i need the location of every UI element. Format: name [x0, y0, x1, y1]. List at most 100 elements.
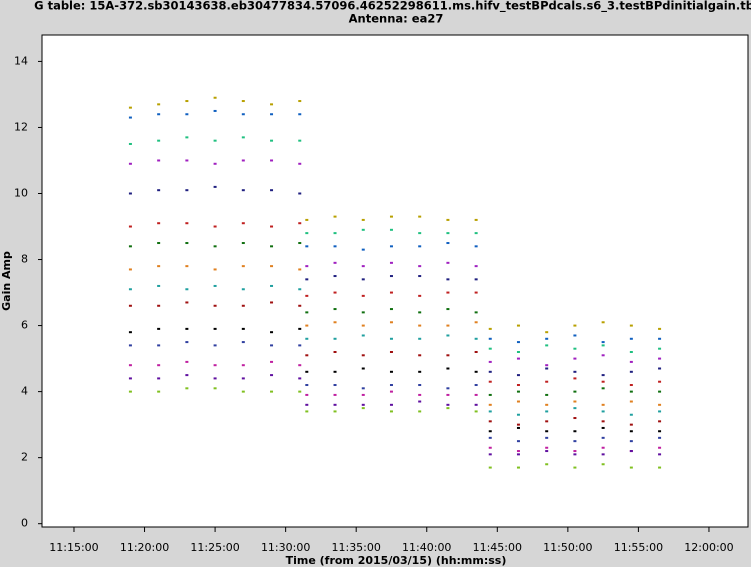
- data-point: [361, 334, 365, 337]
- x-tick-label: 11:50:00: [543, 541, 592, 554]
- data-point: [545, 403, 549, 406]
- data-point: [573, 453, 577, 456]
- data-point: [601, 453, 605, 456]
- data-point: [601, 354, 605, 357]
- data-point: [389, 370, 393, 373]
- data-point: [629, 384, 633, 387]
- data-point: [658, 403, 662, 406]
- data-point: [213, 304, 217, 307]
- data-point: [361, 294, 365, 297]
- data-point: [474, 321, 478, 324]
- data-point: [545, 393, 549, 396]
- data-point: [573, 357, 577, 360]
- data-point: [241, 136, 245, 139]
- data-point: [333, 370, 337, 373]
- data-point: [488, 430, 492, 433]
- data-point: [601, 341, 605, 344]
- data-point: [128, 377, 132, 380]
- data-point: [128, 268, 132, 271]
- data-point: [474, 291, 478, 294]
- data-point: [446, 232, 450, 235]
- data-point: [298, 162, 302, 165]
- data-point: [601, 426, 605, 429]
- data-point: [446, 324, 450, 327]
- data-point: [488, 380, 492, 383]
- data-point: [629, 337, 633, 340]
- data-point: [333, 261, 337, 264]
- y-tick-label: 2: [21, 451, 28, 464]
- data-point: [128, 364, 132, 367]
- data-point: [157, 364, 161, 367]
- data-point: [241, 377, 245, 380]
- data-point: [389, 228, 393, 231]
- data-point: [474, 384, 478, 387]
- data-point: [298, 113, 302, 116]
- data-point: [389, 390, 393, 393]
- data-point: [418, 370, 422, 373]
- data-point: [241, 327, 245, 330]
- data-point: [545, 436, 549, 439]
- data-point: [241, 242, 245, 245]
- data-point: [418, 393, 422, 396]
- data-point: [389, 308, 393, 311]
- plot-area: [41, 34, 749, 528]
- x-tick-label: 11:45:00: [473, 541, 522, 554]
- data-point: [185, 242, 189, 245]
- data-point: [545, 331, 549, 334]
- data-point: [601, 344, 605, 347]
- data-point: [185, 222, 189, 225]
- data-point: [446, 403, 450, 406]
- data-point: [128, 304, 132, 307]
- data-point: [474, 265, 478, 268]
- data-point: [333, 245, 337, 248]
- data-point: [157, 284, 161, 287]
- data-point: [213, 284, 217, 287]
- data-point: [573, 450, 577, 453]
- data-point: [185, 288, 189, 291]
- y-tick-label: 6: [21, 319, 28, 332]
- data-point: [601, 436, 605, 439]
- data-point: [185, 327, 189, 330]
- data-point: [185, 301, 189, 304]
- data-point: [545, 446, 549, 449]
- data-point: [270, 344, 274, 347]
- data-point: [128, 288, 132, 291]
- data-point: [629, 450, 633, 453]
- data-point: [516, 453, 520, 456]
- data-point: [241, 113, 245, 116]
- data-point: [298, 344, 302, 347]
- data-point: [361, 311, 365, 314]
- data-point: [573, 430, 577, 433]
- data-point: [516, 400, 520, 403]
- data-point: [270, 103, 274, 106]
- data-point: [658, 390, 662, 393]
- x-tick-label: 11:20:00: [120, 541, 169, 554]
- data-point: [601, 463, 605, 466]
- data-point: [298, 222, 302, 225]
- data-point: [389, 337, 393, 340]
- data-point: [418, 311, 422, 314]
- data-point: [305, 218, 309, 221]
- x-tick-label: 11:15:00: [49, 541, 98, 554]
- x-tick-label: 12:00:00: [684, 541, 733, 554]
- data-point: [128, 344, 132, 347]
- data-point: [333, 337, 337, 340]
- data-point: [516, 440, 520, 443]
- data-point: [361, 218, 365, 221]
- y-tick-label: 12: [14, 120, 28, 133]
- data-point: [601, 403, 605, 406]
- data-point: [128, 192, 132, 195]
- x-tick-label: 11:25:00: [190, 541, 239, 554]
- data-point: [305, 403, 309, 406]
- data-point: [488, 446, 492, 449]
- data-point: [629, 466, 633, 469]
- data-point: [474, 232, 478, 235]
- data-point: [545, 463, 549, 466]
- data-point: [185, 360, 189, 363]
- data-point: [213, 344, 217, 347]
- data-point: [305, 294, 309, 297]
- data-point: [298, 304, 302, 307]
- data-point: [298, 377, 302, 380]
- data-point: [305, 232, 309, 235]
- data-point: [545, 344, 549, 347]
